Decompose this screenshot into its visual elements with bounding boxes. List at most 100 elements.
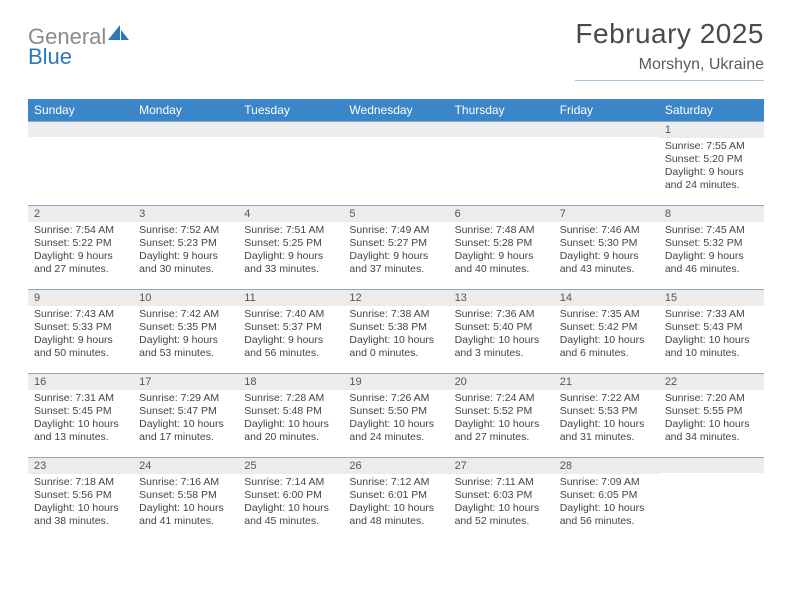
calendar-day-cell: 23Sunrise: 7:18 AMSunset: 5:56 PMDayligh… (28, 457, 133, 541)
sunset-text: Sunset: 5:58 PM (139, 489, 232, 502)
daylight-text: Daylight: 10 hours and 34 minutes. (665, 418, 758, 444)
calendar-week-row: 2Sunrise: 7:54 AMSunset: 5:22 PMDaylight… (28, 205, 764, 289)
calendar-day-cell: 17Sunrise: 7:29 AMSunset: 5:47 PMDayligh… (133, 373, 238, 457)
sunrise-text: Sunrise: 7:48 AM (455, 224, 548, 237)
calendar-day-cell: 8Sunrise: 7:45 AMSunset: 5:32 PMDaylight… (659, 205, 764, 289)
sunrise-text: Sunrise: 7:40 AM (244, 308, 337, 321)
calendar-day-cell: 27Sunrise: 7:11 AMSunset: 6:03 PMDayligh… (449, 457, 554, 541)
day-body: Sunrise: 7:11 AMSunset: 6:03 PMDaylight:… (449, 474, 554, 533)
sunrise-text: Sunrise: 7:55 AM (665, 140, 758, 153)
day-number: 20 (449, 373, 554, 390)
daylight-text: Daylight: 10 hours and 48 minutes. (349, 502, 442, 528)
day-body: Sunrise: 7:12 AMSunset: 6:01 PMDaylight:… (343, 474, 448, 533)
sunset-text: Sunset: 5:38 PM (349, 321, 442, 334)
daylight-text: Daylight: 10 hours and 52 minutes. (455, 502, 548, 528)
daylight-text: Daylight: 10 hours and 24 minutes. (349, 418, 442, 444)
day-body (659, 473, 764, 479)
day-number: 28 (554, 457, 659, 474)
day-number: 26 (343, 457, 448, 474)
day-number: 15 (659, 289, 764, 306)
sunrise-text: Sunrise: 7:31 AM (34, 392, 127, 405)
title-block: February 2025 Morshyn, Ukraine (575, 18, 764, 81)
day-body (343, 137, 448, 143)
calendar-day-cell: 4Sunrise: 7:51 AMSunset: 5:25 PMDaylight… (238, 205, 343, 289)
calendar-day-cell: 13Sunrise: 7:36 AMSunset: 5:40 PMDayligh… (449, 289, 554, 373)
sunset-text: Sunset: 5:28 PM (455, 237, 548, 250)
sunrise-text: Sunrise: 7:14 AM (244, 476, 337, 489)
sunset-text: Sunset: 6:03 PM (455, 489, 548, 502)
daylight-text: Daylight: 9 hours and 24 minutes. (665, 166, 758, 192)
day-body: Sunrise: 7:22 AMSunset: 5:53 PMDaylight:… (554, 390, 659, 449)
day-number: 12 (343, 289, 448, 306)
day-body (28, 137, 133, 143)
calendar-week-row: 1Sunrise: 7:55 AMSunset: 5:20 PMDaylight… (28, 121, 764, 205)
sunset-text: Sunset: 5:55 PM (665, 405, 758, 418)
day-body: Sunrise: 7:51 AMSunset: 5:25 PMDaylight:… (238, 222, 343, 281)
day-number: 18 (238, 373, 343, 390)
calendar-day-cell: 21Sunrise: 7:22 AMSunset: 5:53 PMDayligh… (554, 373, 659, 457)
calendar-day-cell: 14Sunrise: 7:35 AMSunset: 5:42 PMDayligh… (554, 289, 659, 373)
sunset-text: Sunset: 6:01 PM (349, 489, 442, 502)
calendar-day-cell: 22Sunrise: 7:20 AMSunset: 5:55 PMDayligh… (659, 373, 764, 457)
calendar-day-cell: 10Sunrise: 7:42 AMSunset: 5:35 PMDayligh… (133, 289, 238, 373)
sunset-text: Sunset: 5:23 PM (139, 237, 232, 250)
day-body (449, 137, 554, 143)
day-number: 17 (133, 373, 238, 390)
calendar-day-cell: 24Sunrise: 7:16 AMSunset: 5:58 PMDayligh… (133, 457, 238, 541)
day-body: Sunrise: 7:20 AMSunset: 5:55 PMDaylight:… (659, 390, 764, 449)
daylight-text: Daylight: 9 hours and 50 minutes. (34, 334, 127, 360)
sunset-text: Sunset: 5:45 PM (34, 405, 127, 418)
day-body: Sunrise: 7:55 AMSunset: 5:20 PMDaylight:… (659, 138, 764, 197)
sunrise-text: Sunrise: 7:46 AM (560, 224, 653, 237)
calendar-day-cell (659, 457, 764, 541)
day-body: Sunrise: 7:24 AMSunset: 5:52 PMDaylight:… (449, 390, 554, 449)
weekday-header: Saturday (659, 99, 764, 121)
day-body: Sunrise: 7:31 AMSunset: 5:45 PMDaylight:… (28, 390, 133, 449)
brand-word2: Blue (28, 46, 72, 68)
sunrise-text: Sunrise: 7:38 AM (349, 308, 442, 321)
daylight-text: Daylight: 9 hours and 37 minutes. (349, 250, 442, 276)
daylight-text: Daylight: 10 hours and 10 minutes. (665, 334, 758, 360)
calendar-day-cell: 2Sunrise: 7:54 AMSunset: 5:22 PMDaylight… (28, 205, 133, 289)
sunrise-text: Sunrise: 7:29 AM (139, 392, 232, 405)
title-rule (575, 80, 764, 81)
sail-icon (108, 24, 130, 46)
daylight-text: Daylight: 9 hours and 33 minutes. (244, 250, 337, 276)
sunset-text: Sunset: 5:50 PM (349, 405, 442, 418)
sunset-text: Sunset: 5:27 PM (349, 237, 442, 250)
calendar-day-cell: 11Sunrise: 7:40 AMSunset: 5:37 PMDayligh… (238, 289, 343, 373)
daylight-text: Daylight: 10 hours and 20 minutes. (244, 418, 337, 444)
daylight-text: Daylight: 10 hours and 3 minutes. (455, 334, 548, 360)
daylight-text: Daylight: 10 hours and 27 minutes. (455, 418, 548, 444)
sunrise-text: Sunrise: 7:51 AM (244, 224, 337, 237)
sunset-text: Sunset: 5:33 PM (34, 321, 127, 334)
day-body: Sunrise: 7:35 AMSunset: 5:42 PMDaylight:… (554, 306, 659, 365)
day-body: Sunrise: 7:26 AMSunset: 5:50 PMDaylight:… (343, 390, 448, 449)
day-number: 21 (554, 373, 659, 390)
sunrise-text: Sunrise: 7:45 AM (665, 224, 758, 237)
sunrise-text: Sunrise: 7:28 AM (244, 392, 337, 405)
day-number: 25 (238, 457, 343, 474)
day-number: 10 (133, 289, 238, 306)
day-body: Sunrise: 7:38 AMSunset: 5:38 PMDaylight:… (343, 306, 448, 365)
day-number: 22 (659, 373, 764, 390)
day-number: 14 (554, 289, 659, 306)
sunrise-text: Sunrise: 7:12 AM (349, 476, 442, 489)
day-number (659, 457, 764, 473)
sunset-text: Sunset: 5:37 PM (244, 321, 337, 334)
header: General Blue February 2025 Morshyn, Ukra… (28, 18, 764, 81)
calendar-day-cell: 20Sunrise: 7:24 AMSunset: 5:52 PMDayligh… (449, 373, 554, 457)
daylight-text: Daylight: 9 hours and 43 minutes. (560, 250, 653, 276)
sunrise-text: Sunrise: 7:18 AM (34, 476, 127, 489)
sunset-text: Sunset: 5:30 PM (560, 237, 653, 250)
sunset-text: Sunset: 5:47 PM (139, 405, 232, 418)
day-number: 16 (28, 373, 133, 390)
sunset-text: Sunset: 5:22 PM (34, 237, 127, 250)
sunrise-text: Sunrise: 7:42 AM (139, 308, 232, 321)
sunrise-text: Sunrise: 7:52 AM (139, 224, 232, 237)
sunrise-text: Sunrise: 7:43 AM (34, 308, 127, 321)
day-number: 5 (343, 205, 448, 222)
daylight-text: Daylight: 10 hours and 56 minutes. (560, 502, 653, 528)
sunrise-text: Sunrise: 7:36 AM (455, 308, 548, 321)
brand-logo: General Blue (28, 18, 130, 48)
